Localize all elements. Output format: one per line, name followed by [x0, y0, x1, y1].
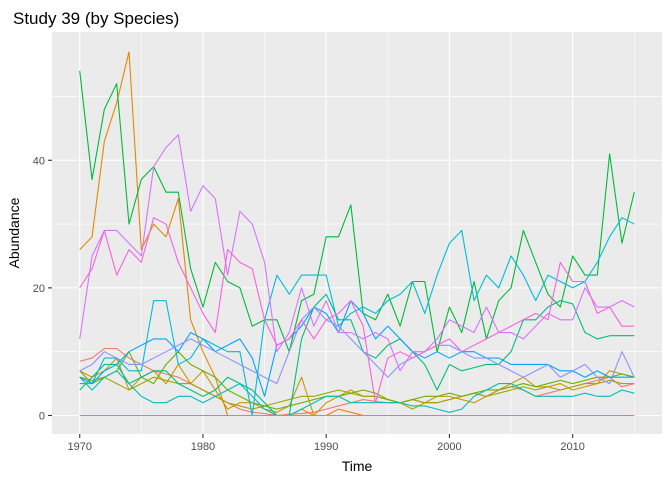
series-line-4 — [79, 376, 635, 410]
chart-title: Study 39 (by Species) — [13, 9, 179, 28]
series-lines — [79, 51, 635, 417]
series-line-5 — [79, 351, 635, 410]
y-tick-label: 0 — [39, 410, 45, 422]
series-line-3 — [79, 357, 635, 417]
x-axis-title: Time — [342, 458, 373, 474]
y-axis-title: Abundance — [6, 197, 22, 268]
plot-panel — [52, 32, 662, 434]
x-tick-label: 2010 — [560, 441, 584, 453]
series-line-9 — [79, 217, 635, 417]
x-axis-ticks: 1970 1980 1990 2000 2010 — [67, 434, 585, 453]
series-line-11 — [79, 306, 635, 385]
y-tick-label: 40 — [33, 155, 45, 167]
x-tick-label: 1990 — [314, 441, 338, 453]
series-line-12 — [79, 134, 635, 372]
series-line-8 — [79, 370, 635, 417]
series-line-6 — [79, 70, 635, 353]
x-tick-label: 1970 — [67, 441, 91, 453]
x-tick-label: 2000 — [437, 441, 461, 453]
series-line-1 — [79, 347, 635, 417]
series-line-13 — [79, 217, 635, 404]
x-tick-label: 1980 — [191, 441, 215, 453]
y-axis-ticks: 0 20 40 — [33, 155, 52, 422]
series-line-10 — [79, 300, 635, 397]
y-tick-label: 20 — [33, 283, 45, 295]
